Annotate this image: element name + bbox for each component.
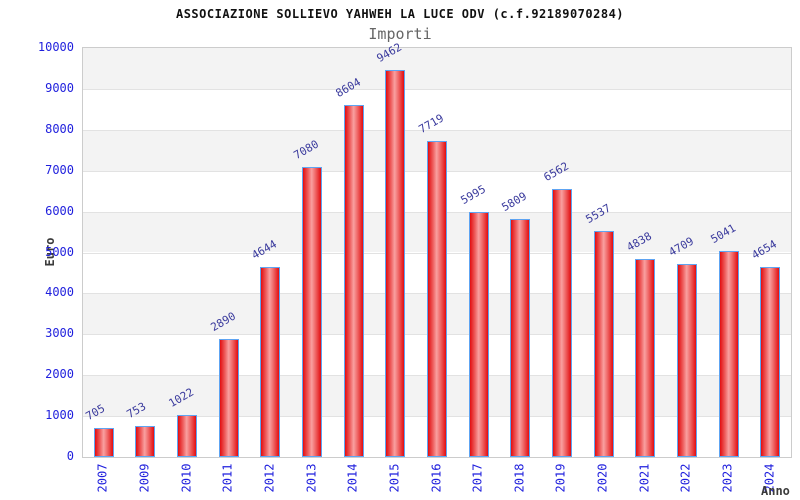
grid-band bbox=[83, 88, 791, 130]
x-tick-text: 2013 bbox=[304, 463, 319, 493]
x-tick-text: 2011 bbox=[220, 463, 235, 493]
y-tick-label: 7000 bbox=[45, 162, 74, 177]
bar-2012 bbox=[260, 267, 281, 457]
x-tick-label: 2012 bbox=[249, 458, 289, 498]
x-tick-label: 2021 bbox=[624, 458, 664, 498]
x-tick-text: 2009 bbox=[137, 463, 152, 493]
y-tick-label: 10000 bbox=[37, 40, 74, 54]
x-tick-text: 2018 bbox=[512, 463, 527, 493]
x-axis: 2007 2009 2010 2011 2012 2013 2014 2015 2016 2017… bbox=[82, 458, 790, 500]
bar-2007 bbox=[93, 428, 114, 457]
x-tick-label: 2010 bbox=[166, 458, 206, 498]
bar-2020 bbox=[593, 231, 614, 457]
x-tick-label: 2017 bbox=[458, 458, 498, 498]
y-axis: 0 1000 2000 3000 4000 5000 6000 7000 8000 9000 100… bbox=[0, 41, 74, 462]
x-tick-label: 2023 bbox=[708, 458, 748, 498]
x-tick-label: 2020 bbox=[583, 458, 623, 498]
x-tick-text: 2023 bbox=[720, 463, 735, 493]
bar-2022 bbox=[676, 264, 697, 457]
x-tick-text: 2015 bbox=[387, 463, 402, 493]
bar-2013 bbox=[302, 167, 323, 457]
bar-2009 bbox=[135, 426, 156, 457]
x-tick-label: 2022 bbox=[666, 458, 706, 498]
bar-2017 bbox=[468, 212, 489, 457]
x-tick-label: 2019 bbox=[541, 458, 581, 498]
plot-area: 705 753 1022 2890 4644 7080 8604 9462 7719 5995 58… bbox=[82, 40, 792, 458]
x-tick-label: 2007 bbox=[83, 458, 123, 498]
x-tick-label: 2011 bbox=[208, 458, 248, 498]
bar-2023 bbox=[718, 251, 739, 457]
bar-2019 bbox=[551, 189, 572, 457]
y-tick-label: 0 bbox=[66, 449, 74, 463]
bar-2014 bbox=[343, 105, 364, 457]
x-tick-text: 2019 bbox=[553, 463, 568, 493]
y-tick-label: 9000 bbox=[45, 80, 74, 95]
y-tick-label: 5000 bbox=[45, 244, 74, 259]
y-tick-label: 6000 bbox=[45, 203, 74, 218]
bar-2024 bbox=[760, 267, 781, 457]
y-tick-label: 3000 bbox=[45, 326, 74, 341]
y-tick-label: 2000 bbox=[45, 367, 74, 382]
x-tick-text: 2016 bbox=[429, 463, 443, 493]
bar-2016 bbox=[427, 141, 447, 457]
x-tick-text: 2012 bbox=[262, 463, 277, 493]
x-tick-label: 2018 bbox=[499, 458, 539, 498]
bar-2010 bbox=[177, 415, 198, 457]
bar-2015 bbox=[385, 70, 406, 457]
x-tick-label: 2009 bbox=[124, 458, 164, 498]
bar-2011 bbox=[218, 339, 239, 457]
bar-2021 bbox=[635, 259, 656, 457]
x-tick-label: 2014 bbox=[333, 458, 373, 498]
x-tick-text: 2022 bbox=[678, 463, 693, 493]
y-tick-label: 1000 bbox=[45, 408, 74, 423]
y-tick-label: 8000 bbox=[45, 121, 74, 136]
x-tick-label: 2016 bbox=[416, 458, 456, 498]
gridline bbox=[83, 88, 791, 90]
x-tick-text: 2007 bbox=[95, 463, 110, 493]
x-tick-label: 2013 bbox=[291, 458, 331, 498]
x-axis-label: Anno bbox=[761, 484, 790, 498]
chart-subtitle: Importi bbox=[368, 25, 432, 43]
y-tick-label: 4000 bbox=[45, 285, 74, 300]
x-tick-text: 2021 bbox=[637, 463, 652, 493]
page-title: ASSOCIAZIONE SOLLIEVO YAHWEH LA LUCE ODV… bbox=[175, 7, 625, 21]
x-tick-label: 2015 bbox=[374, 458, 414, 498]
x-tick-text: 2020 bbox=[595, 463, 610, 493]
bar-2018 bbox=[510, 219, 531, 457]
grid-band bbox=[83, 48, 791, 89]
x-tick-text: 2010 bbox=[179, 463, 194, 493]
x-tick-text: 2017 bbox=[470, 463, 485, 493]
gridline bbox=[83, 129, 791, 131]
x-tick-text: 2014 bbox=[345, 463, 360, 493]
